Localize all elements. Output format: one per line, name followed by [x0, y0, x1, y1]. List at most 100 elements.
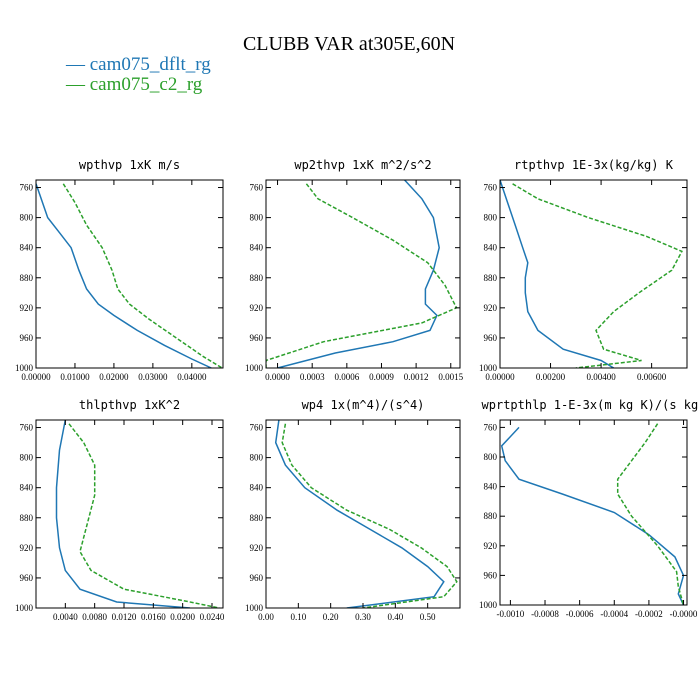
- y-tick-label: 1000: [245, 603, 264, 613]
- x-tick-label: 0.00400: [586, 372, 616, 382]
- plot-frame: [265, 179, 461, 369]
- x-tick-label: 0.0012: [404, 372, 429, 382]
- y-tick-label: 760: [250, 183, 264, 193]
- panel-title: thlpthvp 1xK^2: [79, 398, 180, 412]
- y-tick-label: 800: [250, 213, 264, 223]
- x-tick-label: 0.50: [420, 612, 436, 622]
- y-tick-label: 880: [20, 273, 34, 283]
- x-tick-label: 0.0006: [334, 372, 359, 382]
- panel-title: wp2thvp 1xK m^2/s^2: [294, 158, 431, 172]
- y-tick-label: 760: [20, 423, 34, 433]
- y-tick-label: 960: [484, 333, 498, 343]
- x-tick-label: 0.0160: [141, 612, 166, 622]
- y-tick-label: 840: [484, 482, 498, 492]
- panel-title: wprtpthlp 1-E-3x(m kg K)/(s kg): [482, 398, 700, 412]
- y-tick-label: 920: [20, 543, 34, 553]
- y-tick-label: 800: [250, 453, 264, 463]
- series-line-dflt: [277, 180, 440, 368]
- y-tick-label: 760: [250, 423, 264, 433]
- y-tick-label: 840: [250, 483, 264, 493]
- x-tick-label: 0.0040: [53, 612, 78, 622]
- x-tick-label: 0.01000: [60, 372, 90, 382]
- y-tick-label: 960: [20, 333, 34, 343]
- x-tick-label: 0.0009: [369, 372, 394, 382]
- series-line-dflt: [274, 420, 445, 608]
- x-tick-label: 0.0200: [170, 612, 195, 622]
- y-tick-label: 920: [484, 541, 498, 551]
- x-tick-label: 0.0080: [82, 612, 107, 622]
- y-tick-label: 960: [484, 570, 498, 580]
- x-tick-label: 0.03000: [138, 372, 168, 382]
- x-tick-label: 0.0015: [438, 372, 463, 382]
- y-tick-label: 1000: [15, 603, 34, 613]
- legend-entry-c2: — cam075_c2_rg: [65, 74, 203, 95]
- y-tick-label: 960: [250, 333, 264, 343]
- panel-5: wp4 1x(m^4)/(s^4)76080084088092096010000…: [245, 398, 461, 622]
- x-tick-label: -0.0008: [531, 609, 559, 619]
- x-tick-label: 0.40: [387, 612, 403, 622]
- x-tick-label: 0.00000: [485, 372, 515, 382]
- x-tick-label: -0.0004: [600, 609, 628, 619]
- y-tick-label: 800: [484, 213, 498, 223]
- y-tick-label: 800: [20, 213, 34, 223]
- x-tick-label: -0.0000: [670, 609, 698, 619]
- panel-4: thlpthvp 1xK^2 760 800 840 880 920 960 1000 0.00…: [15, 398, 225, 622]
- x-tick-label: 0.00: [258, 612, 274, 622]
- x-tick-label: 0.0003: [300, 372, 325, 382]
- figure-title: CLUBB VAR at305E,60N: [243, 33, 455, 55]
- y-tick-label: 840: [250, 243, 264, 253]
- y-tick-label: 880: [250, 273, 264, 283]
- panel-3: rtpthvp 1E-3x(kg/kg) K 760 800 840 880 920 960…: [479, 158, 688, 382]
- x-tick-label: 0.20: [323, 612, 339, 622]
- y-tick-label: 840: [484, 243, 498, 253]
- plot-frame: [35, 179, 224, 369]
- x-tick-label: 0.04000: [177, 372, 207, 382]
- y-tick-label: 840: [20, 483, 34, 493]
- y-tick-label: 760: [20, 183, 34, 193]
- y-tick-label: 880: [484, 511, 498, 521]
- y-tick-label: 920: [484, 303, 498, 313]
- series-line-dflt: [500, 180, 615, 368]
- x-tick-label: 0.0000: [265, 372, 290, 382]
- legend-entry-dflt: — cam075_dflt_rg: [65, 54, 211, 75]
- y-tick-label: 800: [20, 453, 34, 463]
- x-tick-label: 0.00600: [637, 372, 667, 382]
- y-tick-label: 760: [484, 422, 498, 432]
- y-tick-label: 1000: [245, 363, 264, 373]
- series-line-c2: [616, 423, 685, 605]
- series-line-dflt: [55, 420, 191, 608]
- panels-group: wpthvp 1xK m/s76080084088092096010000.00…: [15, 158, 700, 622]
- y-tick-label: 880: [484, 273, 498, 283]
- y-tick-label: 960: [20, 573, 34, 583]
- x-tick-label: 0.10: [290, 612, 306, 622]
- y-tick-label: 1000: [479, 600, 498, 610]
- y-tick-label: 840: [20, 243, 34, 253]
- x-tick-label: 0.30: [355, 612, 371, 622]
- x-tick-label: -0.0010: [497, 609, 525, 619]
- panel-title: rtpthvp 1E-3x(kg/kg) K: [514, 158, 674, 172]
- y-tick-label: 920: [20, 303, 34, 313]
- x-tick-label: 0.00000: [21, 372, 51, 382]
- x-tick-label: -0.0002: [635, 609, 663, 619]
- series-line-c2: [62, 183, 223, 368]
- y-tick-label: 760: [484, 183, 498, 193]
- x-tick-label: -0.0006: [566, 609, 594, 619]
- y-tick-label: 1000: [479, 363, 498, 373]
- y-tick-label: 1000: [15, 363, 34, 373]
- series-line-c2: [281, 423, 458, 608]
- series-line-c2: [512, 183, 683, 368]
- plot-frame: [499, 419, 688, 606]
- x-tick-label: 0.02000: [99, 372, 129, 382]
- plot-frame: [265, 419, 461, 609]
- y-tick-label: 920: [250, 543, 264, 553]
- series-line-c2: [266, 183, 458, 368]
- series-line-dflt: [500, 426, 685, 605]
- series-line-dflt: [36, 183, 212, 368]
- x-tick-label: 0.00200: [536, 372, 566, 382]
- series-line-c2: [68, 423, 220, 608]
- x-tick-label: 0.0240: [200, 612, 225, 622]
- y-tick-label: 800: [484, 452, 498, 462]
- y-tick-label: 920: [250, 303, 264, 313]
- panel-6: wprtpthlp 1-E-3x(m kg K)/(s kg) 760 800 840…: [479, 398, 700, 619]
